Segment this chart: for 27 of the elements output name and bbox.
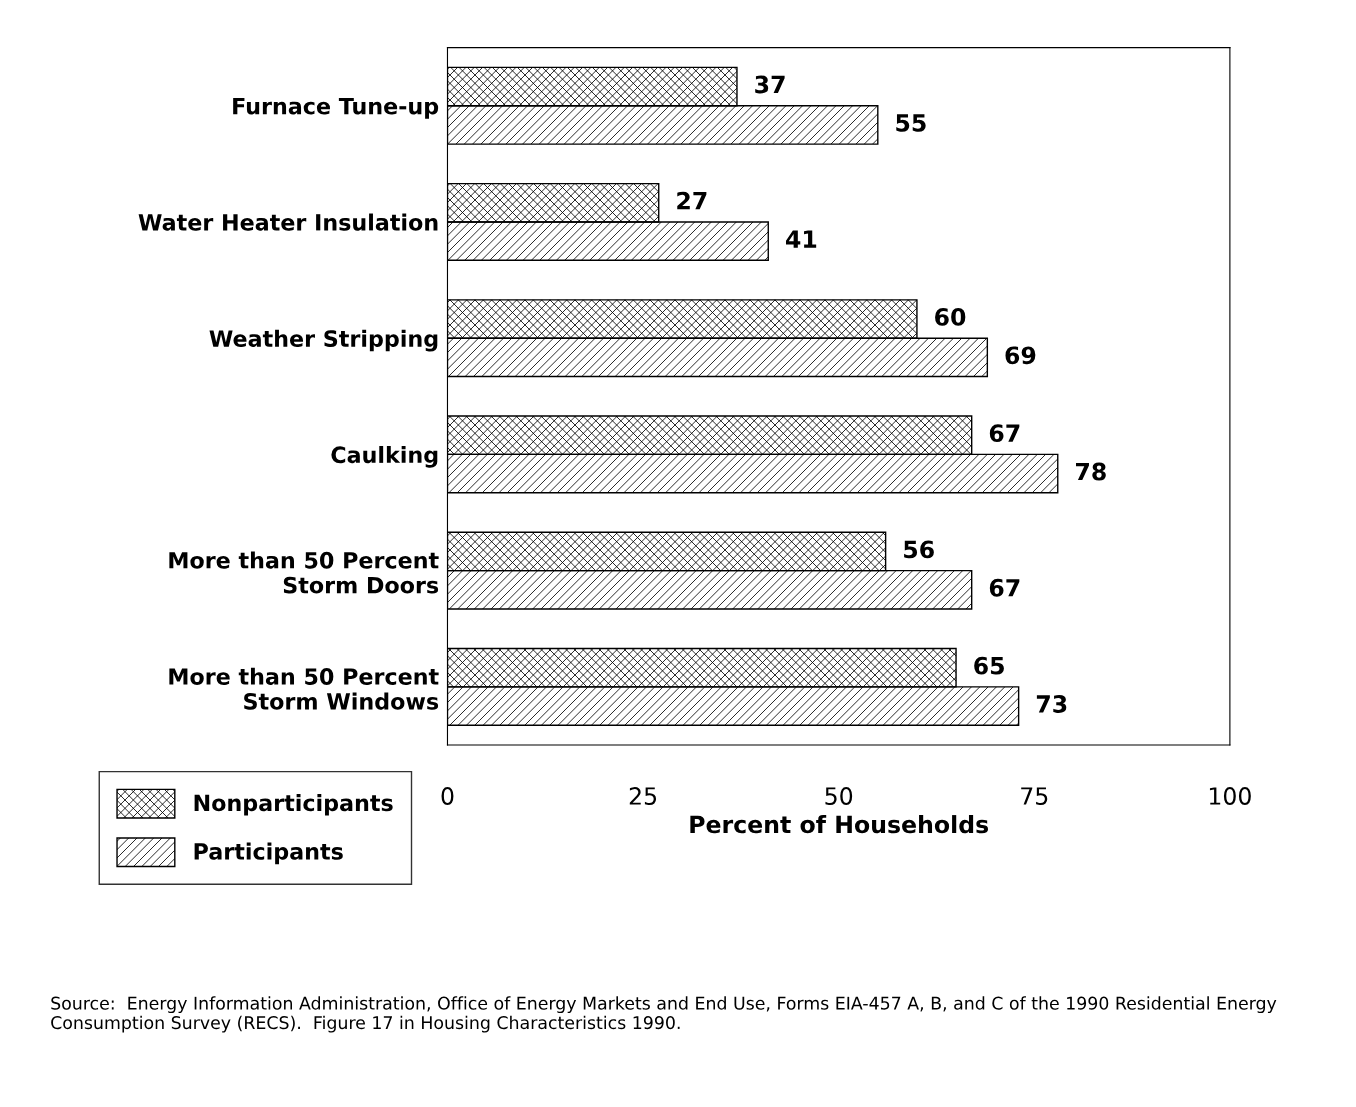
data-label: 55 [896,114,926,132]
x-tick-label: 100 [1209,787,1251,805]
legend-label: Participants [194,842,343,865]
data-label: 78 [1076,462,1106,481]
x-tick-label: 50 [825,787,853,805]
y-tick-label: Water Heater Insulation [138,213,438,231]
legend-label: Nonparticipants [194,794,393,816]
data-label: 56 [904,540,934,559]
data-label: 69 [1005,346,1036,365]
y-tick-label: Weather Stripping [209,329,438,352]
data-label: 41 [786,230,817,248]
y-tick-label: More than 50 Percent Storm Doors [169,551,439,594]
data-label: 67 [989,578,1020,597]
y-tick-label: More than 50 Percent Storm Windows [169,667,439,710]
x-tick-label: 75 [1021,787,1048,805]
data-label: 27 [677,191,707,210]
data-label: 73 [1036,695,1067,713]
x-tick-label: 0 [441,787,454,805]
x-tick-label: 25 [629,787,657,805]
y-tick-label: Furnace Tune-up [233,97,439,119]
data-label: 67 [989,424,1020,443]
data-label: 65 [974,656,1004,675]
data-label: 37 [755,75,785,94]
source-note: Source: Energy Information Administration, Office of Energy Markets and End Use, Forms EIA-457 A, B, and C of the 1990 Residential Energy Consumption Survey (RECS). Figure 17 in Housing Characteristics 1990. [51,996,1277,1033]
y-tick-label: Caulking [331,445,438,468]
data-label: 60 [935,308,966,326]
x-axis-title: Percent of Households [690,815,989,834]
